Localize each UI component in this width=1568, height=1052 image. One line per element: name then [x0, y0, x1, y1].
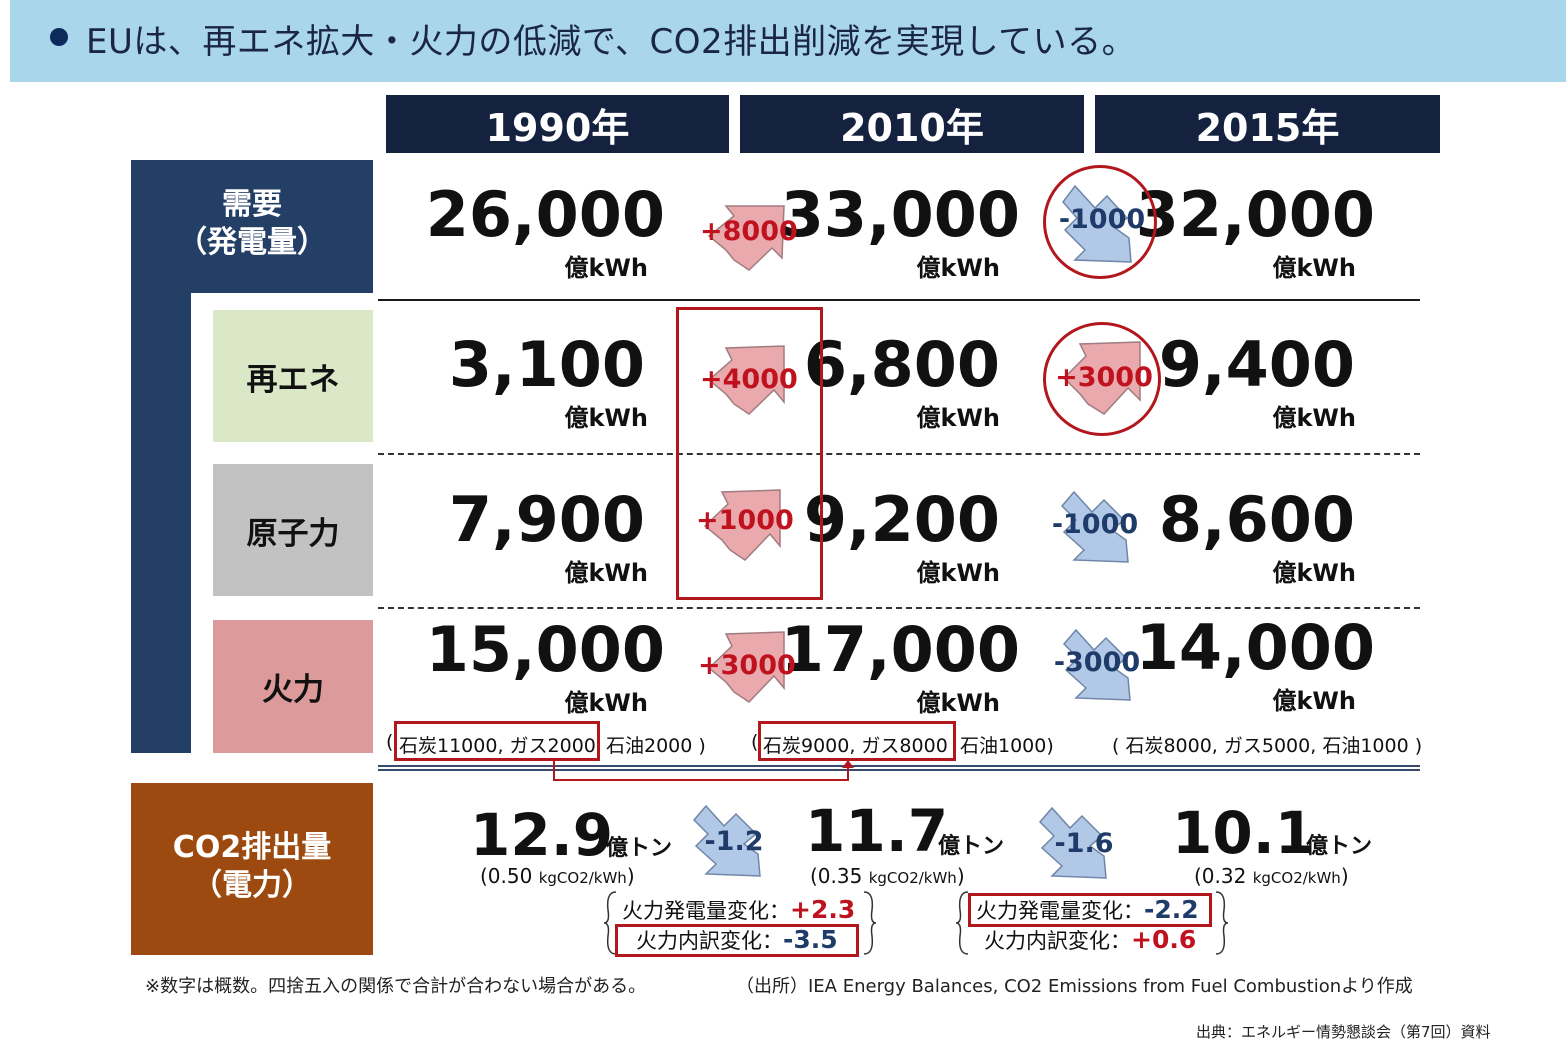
demand-label-box: [131, 160, 373, 293]
co2-label: CO2排出量: [172, 830, 332, 865]
co2-intensity-2010: (0.35 kgCO2/kWh): [810, 864, 965, 888]
up-arrow-icon: [1062, 341, 1141, 415]
brace-left: [604, 891, 876, 955]
breakdown-1990-open: (: [386, 731, 394, 753]
change-a-line2: 火力内訳変化：-3.5: [636, 925, 838, 954]
down-arrow-icon: [692, 804, 761, 877]
co2-sublabel: （電力）: [192, 868, 312, 903]
thermal-delta-1: +3000: [698, 650, 796, 681]
unit-label: 億kWh: [564, 689, 648, 717]
co2-delta-1: -1.2: [704, 826, 764, 857]
down-arrow-icon: [1062, 184, 1132, 263]
highlight-box-1990: [394, 721, 600, 761]
highlight-box-renew-nuclear: [676, 307, 823, 600]
co2-intensity-2015: (0.32 kgCO2/kWh): [1194, 864, 1349, 888]
unit-label: 億kWh: [1272, 559, 1356, 587]
down-arrow-icon: [1062, 628, 1131, 701]
demand-label: 需要: [222, 187, 282, 222]
change-b-line1: 火力発電量変化：-2.2: [976, 895, 1199, 924]
unit-label: 億kWh: [564, 559, 648, 587]
renew-value-1990: 3,100: [448, 328, 645, 401]
connector-arrow: [553, 760, 854, 781]
down-arrow-icon: [1060, 490, 1129, 563]
highlight-box-2010: [758, 721, 956, 761]
co2-label-box: [131, 783, 373, 955]
demand-sublabel: （発電量）: [177, 225, 327, 260]
divider-demand: [378, 299, 1420, 301]
year-header-2010: 2010年: [740, 95, 1084, 153]
unit-label: 億kWh: [916, 404, 1000, 432]
co2-unit-label: 億トン: [1306, 834, 1373, 859]
unit-label: 億kWh: [1272, 404, 1356, 432]
renew-delta-2: +3000: [1055, 362, 1153, 393]
thermal-delta-2: -3000: [1053, 647, 1141, 678]
nuclear-label: 原子力: [213, 464, 373, 596]
co2-unit-label: 億トン: [938, 834, 1005, 859]
divider-nuclear: [378, 607, 1420, 609]
year-header-1990: 1990年: [386, 95, 729, 153]
co2-unit-label: 億トン: [606, 836, 673, 861]
breakdown-1990-rest: 石油2000 ): [606, 735, 706, 757]
nuclear-value-2015: 8,600: [1158, 483, 1355, 556]
thermal-value-2015: 14,000: [1135, 611, 1375, 684]
unit-label: 億kWh: [1272, 254, 1356, 282]
down-arrow-icon: [1038, 806, 1107, 879]
co2-intensity-1990: (0.50 kgCO2/kWh): [480, 864, 635, 888]
change-b-line2: 火力内訳変化：+0.6: [984, 925, 1197, 954]
brace-right: [956, 891, 1228, 955]
up-arrow-icon: [707, 205, 785, 271]
unit-label: 億kWh: [564, 404, 648, 432]
up-arrow-icon: [703, 489, 781, 561]
renew-value-2015: 9,400: [1158, 328, 1355, 401]
unit-label: 億kWh: [916, 559, 1000, 587]
demand-value-2015: 32,000: [1135, 178, 1375, 251]
divider-renew: [378, 453, 1420, 455]
nuclear-value-1990: 7,900: [448, 483, 645, 556]
source-note: （出所）IEA Energy Balances, CO2 Emissions f…: [736, 976, 1413, 997]
page-title: EUは、再エネ拡大・火力の低減で、CO2排出削減を実現している。: [86, 22, 1137, 62]
breakdown-2010-boxed: 石炭9000, ガス8000: [763, 735, 948, 757]
co2-value-2015: 10.1: [1172, 799, 1316, 867]
footnote: ※数字は概数。四捨五入の関係で合計が合わない場合がある。: [145, 976, 647, 997]
nuclear-delta-1: +1000: [696, 505, 794, 536]
unit-label: 億kWh: [564, 254, 648, 282]
breakdown-2015: ( 石炭8000, ガス5000, 石油1000 ): [1112, 735, 1423, 757]
divider-co2: [378, 765, 1420, 771]
nuclear-delta-2: -1000: [1051, 509, 1139, 540]
thermal-value-1990: 15,000: [425, 613, 665, 686]
unit-label: 億kWh: [1272, 687, 1356, 715]
demand-delta-1: +8000: [700, 216, 798, 247]
breakdown-1990-boxed: 石炭11000, ガス2000: [399, 735, 596, 757]
co2-delta-2: -1.6: [1054, 828, 1114, 859]
co2-value-2010: 11.7: [805, 797, 949, 865]
title-banner: [10, 0, 1566, 82]
bullet-icon: [50, 28, 68, 46]
renew-value-2010: 6,800: [803, 328, 1000, 401]
highlight-circle-renew: [1043, 322, 1161, 436]
unit-label: 億kWh: [916, 689, 1000, 717]
demand-delta-2: -1000: [1058, 204, 1146, 235]
highlight-box-change-b: [968, 893, 1212, 927]
renew-delta-1: +4000: [700, 364, 798, 395]
unit-label: 億kWh: [916, 254, 1000, 282]
highlight-box-change-a: [615, 924, 859, 957]
nuclear-value-2010: 9,200: [803, 483, 1000, 556]
demand-bracket-bar: [131, 293, 191, 753]
renew-label: 再エネ: [213, 310, 373, 442]
change-a-line1: 火力発電量変化：+2.3: [622, 895, 856, 924]
credit: 出典：エネルギー情勢懇談会（第7回）資料: [1196, 1023, 1491, 1041]
thermal-label: 火力: [213, 620, 373, 753]
demand-value-1990: 26,000: [425, 178, 665, 251]
breakdown-2010-open: (: [751, 731, 759, 753]
highlight-circle-demand: [1043, 165, 1157, 279]
up-arrow-icon: [707, 345, 785, 415]
demand-value-2010: 33,000: [780, 178, 1020, 251]
co2-value-1990: 12.9: [470, 801, 614, 869]
thermal-value-2010: 17,000: [780, 613, 1020, 686]
breakdown-2010-rest: 石油1000): [960, 735, 1054, 757]
year-header-2015: 2015年: [1095, 95, 1440, 153]
up-arrow-icon: [707, 631, 785, 703]
